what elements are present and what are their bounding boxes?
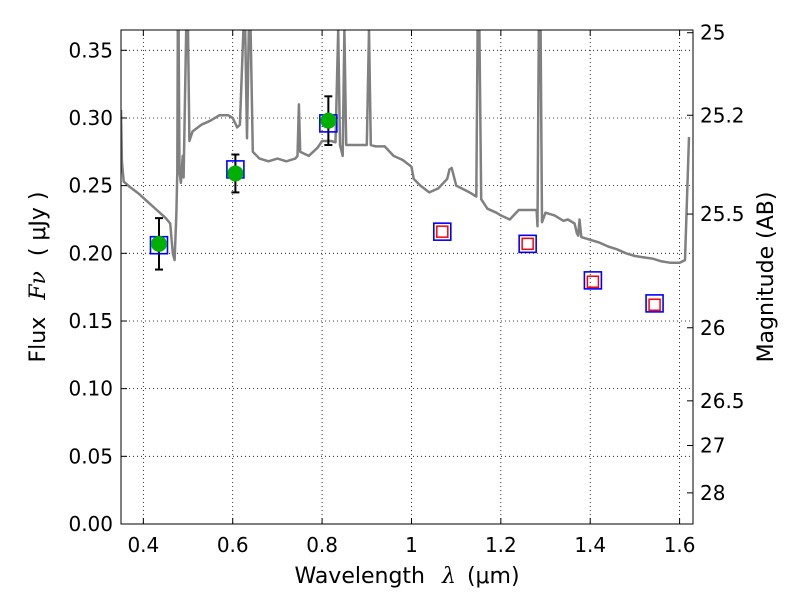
y2-axis-label: Magnitude (AB)	[754, 192, 779, 363]
observed-flux-point	[320, 112, 337, 129]
y-tick-label: 0.35	[68, 38, 113, 62]
observed-flux-point	[150, 235, 167, 252]
y-tick-label: 0.15	[68, 309, 113, 333]
predicted-flux-point	[436, 225, 449, 238]
y2-tick-label: 28	[700, 481, 725, 505]
y-axis-ticks: 0.00 0.05 0.10 0.15 0.20 0.25 0.30 0.35	[68, 38, 127, 536]
plot-frame	[120, 29, 694, 525]
synthetic-photometry-marker	[645, 294, 664, 313]
x-tick-label: 0.8	[306, 533, 338, 557]
y-tick-label: 0.05	[68, 444, 113, 468]
y-axis-label: Flux Fν ( μJy )	[26, 191, 51, 362]
y-tick-label: 0.25	[68, 174, 113, 198]
y2-tick-label: 25.5	[700, 202, 745, 226]
x-axis-ticks: 0.4 0.6 0.8 1 1.2 1.4 1.6	[127, 30, 696, 557]
synthetic-photometry-marker	[518, 234, 537, 254]
synthetic-photometry-marker	[433, 222, 452, 241]
x-tick-label: 1.4	[574, 533, 606, 557]
x-tick-label: 1.2	[485, 533, 517, 557]
predicted-flux-point	[586, 275, 600, 288]
model-spectrum-line	[121, 30, 691, 265]
y-tick-label: 0.20	[68, 241, 113, 265]
x-tick-label: 0.6	[217, 533, 249, 557]
synthetic-photometry-marker	[583, 271, 603, 290]
x-tick-label: 1	[405, 533, 418, 557]
observed-flux-point	[227, 165, 244, 182]
predicted-flux-point	[648, 298, 661, 311]
data-points	[149, 95, 664, 313]
y-tick-label: 0.10	[68, 377, 113, 401]
y2-tick-label: 27	[700, 434, 725, 458]
plot-area	[121, 30, 693, 524]
y2-tick-label: 26.5	[700, 389, 745, 413]
y2-tick-label: 25.2	[700, 103, 745, 127]
predicted-flux-point	[521, 237, 534, 251]
y-tick-label: 0.30	[68, 106, 113, 130]
x-tick-label: 0.4	[127, 533, 159, 557]
y2-tick-label: 25	[700, 21, 725, 45]
x-tick-label: 1.6	[664, 533, 696, 557]
x-axis-label: Wavelength λ (μm)	[294, 564, 519, 589]
y2-tick-label: 26	[700, 316, 725, 340]
y-tick-label: 0.00	[68, 512, 113, 536]
y2-axis-ticks: 25 25.2 25.5 26 26.5 27 28	[687, 21, 745, 505]
